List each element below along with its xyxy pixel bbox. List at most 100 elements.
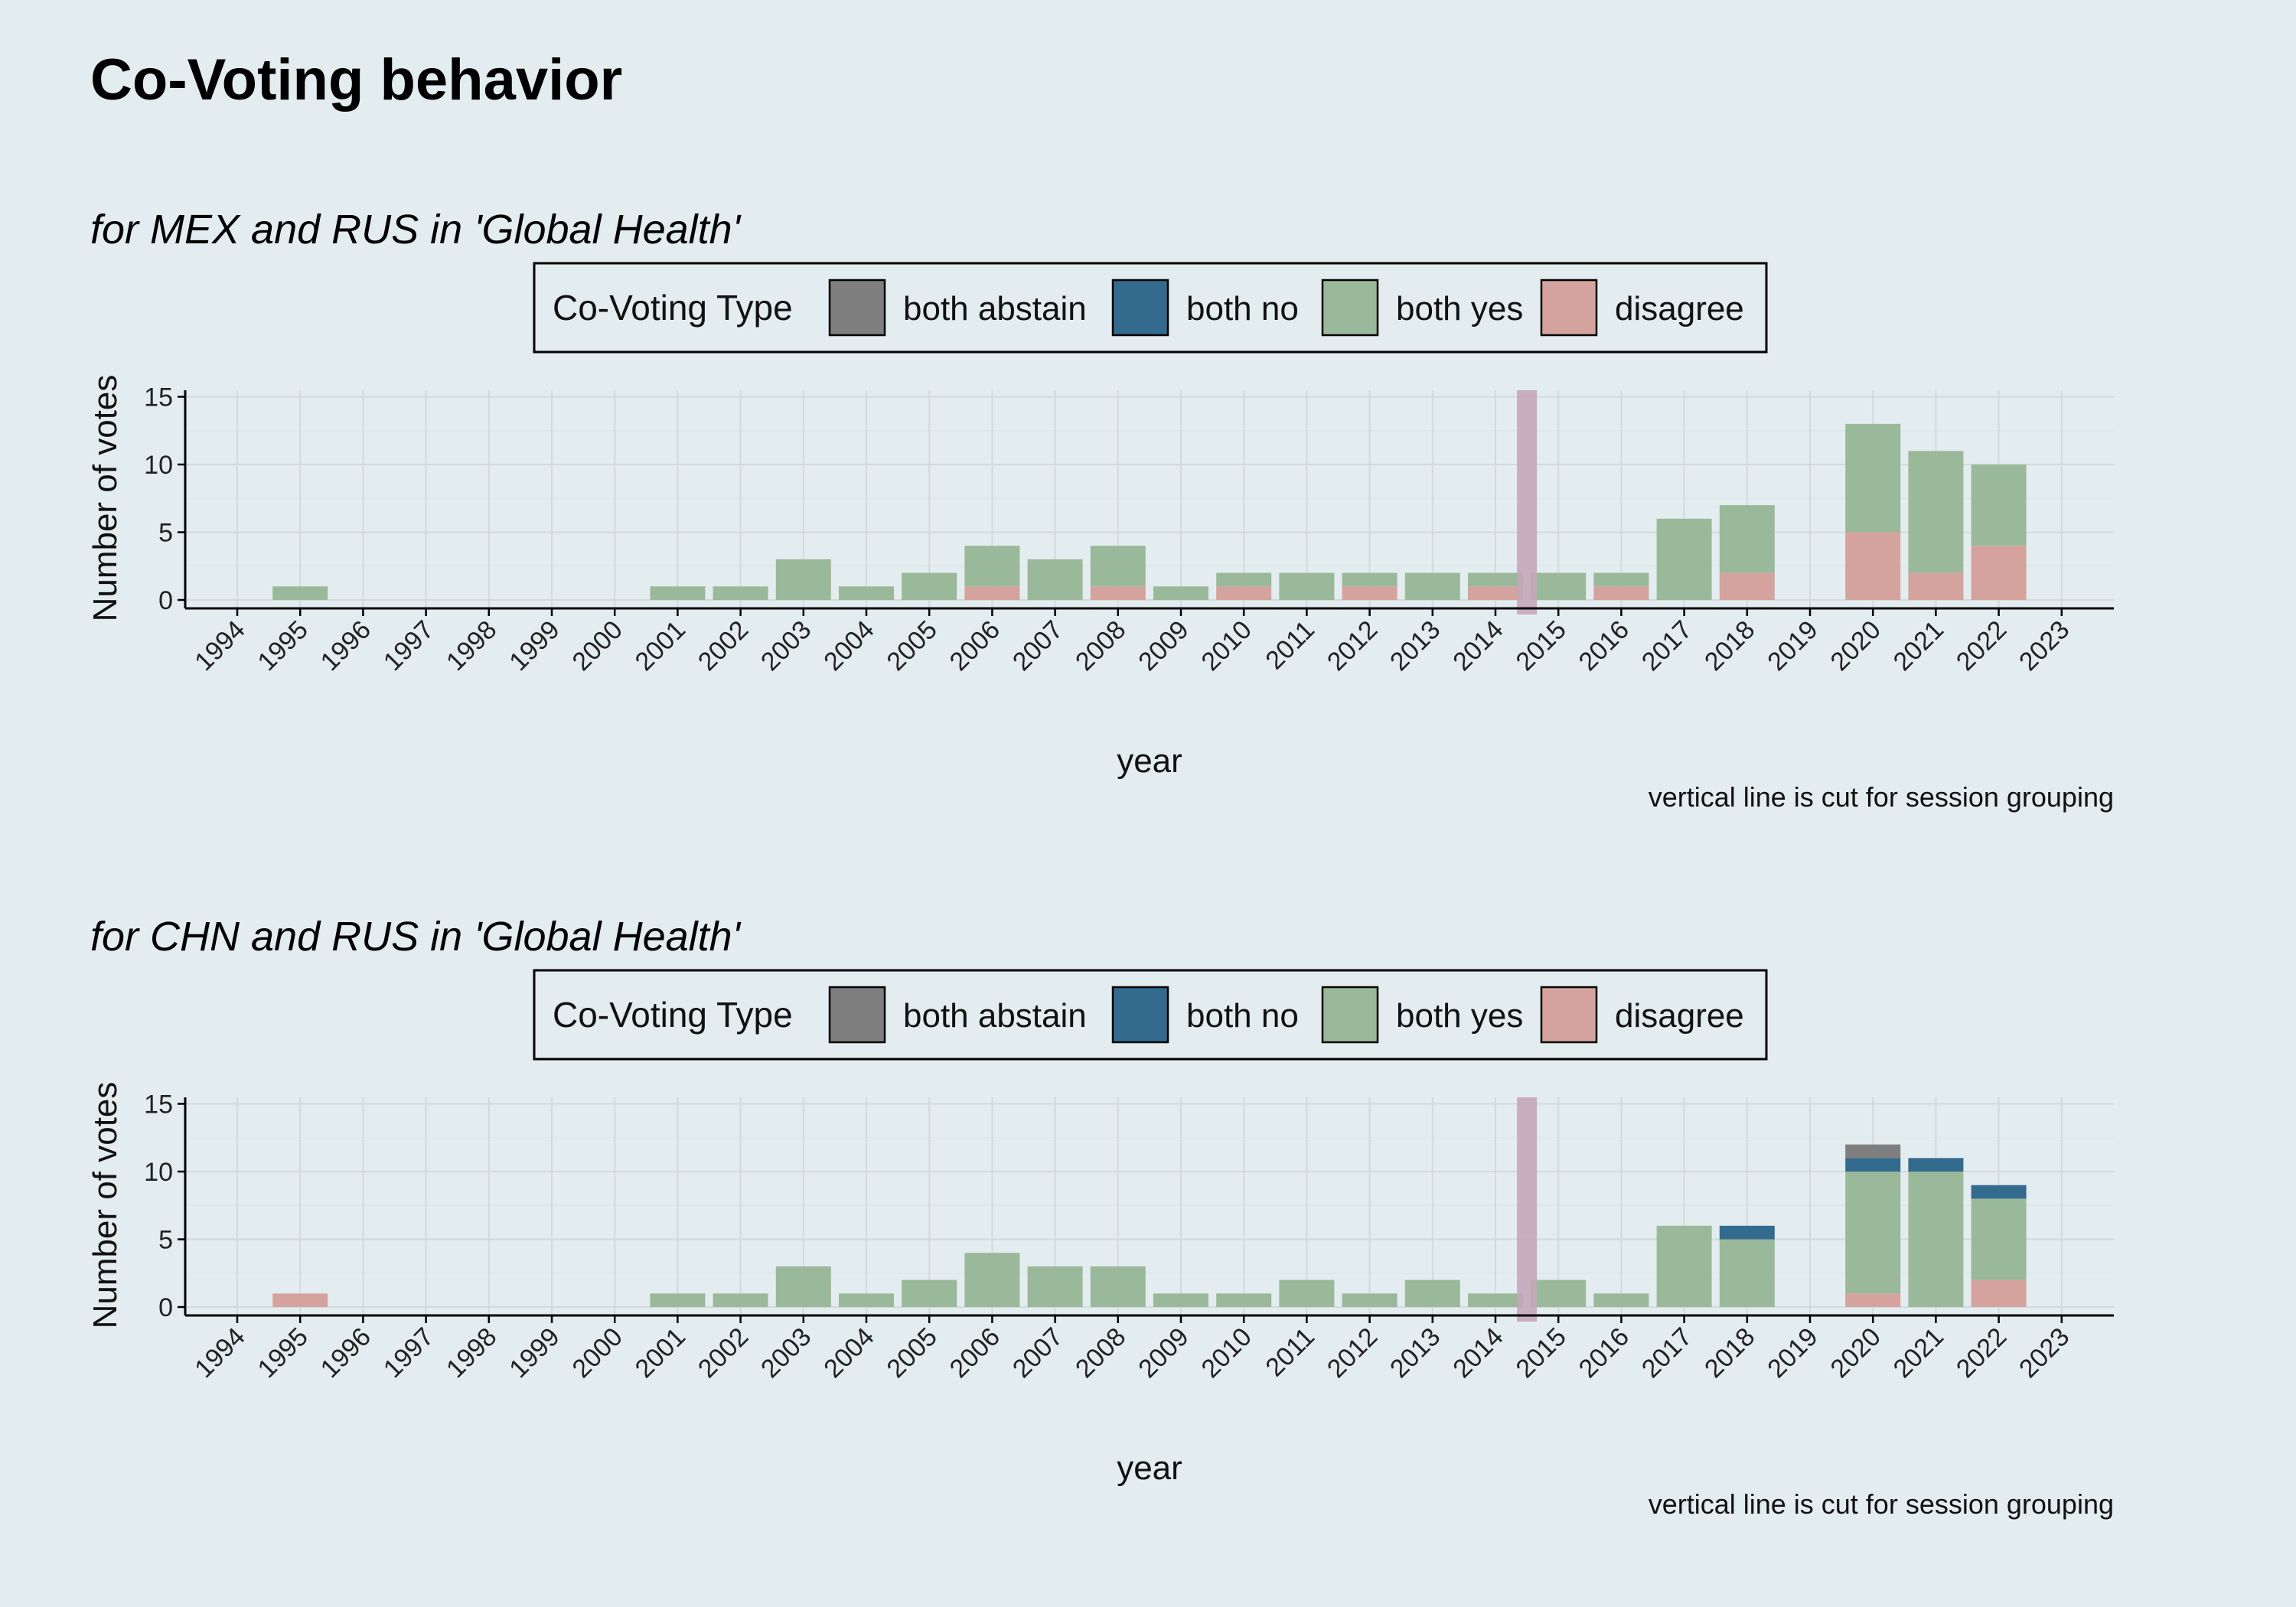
bar-disagree [1908,572,1964,600]
bar-both-yes [964,546,1020,587]
page-title: Co-Voting behavior [90,47,622,112]
legend-label: both abstain [903,997,1087,1035]
y-tick-label: 10 [144,1158,173,1187]
bar-both-yes [1845,423,1901,533]
legend-title: Co-Voting Type [553,288,793,328]
legend-label: disagree [1615,290,1744,328]
x-tick-label: 2022 [1951,615,2012,676]
bar-both-yes [1153,586,1208,600]
x-tick-label: 2021 [1888,615,1949,676]
gridlines [185,390,2114,608]
bar-both-yes [713,586,768,600]
bar-both-no [1845,1158,1901,1172]
bar-disagree [1971,1279,2027,1307]
bar-both-yes [1719,1239,1775,1307]
bar-both-yes [1090,1266,1146,1307]
legend-label: both no [1186,290,1299,328]
legend: Co-Voting Type both abstain both no both ye… [533,262,1768,354]
bar-both-yes [775,1266,831,1307]
bar-both-yes [1027,559,1083,600]
bar-both-yes [272,586,328,600]
x-tick-label: 2019 [1762,615,1823,676]
caption: vertical line is cut for session groupin… [1649,1488,2114,1520]
bar-both-yes [1593,572,1649,587]
legend-key-disagree [1540,986,1598,1044]
panel-subtitle: for CHN and RUS in 'Global Health' [90,914,742,960]
bar-disagree [1342,586,1397,600]
bar-both-yes [1531,572,1587,600]
bar-both-yes [1593,1293,1649,1307]
y-tick-label: 10 [144,451,173,480]
y-tick-label: 5 [158,1226,173,1255]
x-tick-label: 2022 [1951,1322,2012,1384]
bar-disagree [964,586,1020,600]
bar-both-yes [713,1293,768,1307]
y-tick-label: 0 [158,1293,173,1322]
x-tick-label: 2023 [2014,615,2075,676]
x-tick-label: 2005 [882,1322,943,1384]
bar-both-yes [1404,1279,1460,1307]
x-tick-label: 2020 [1825,1322,1887,1384]
legend-key-both-yes [1321,986,1379,1044]
y-tick-label: 15 [144,1090,173,1120]
x-tick-label: 2009 [1133,1322,1194,1384]
panel-subtitle: for MEX and RUS in 'Global Health' [90,207,742,253]
bar-both-yes [839,1293,894,1307]
x-tick-label: 1997 [378,615,439,676]
bar-disagree [1845,532,1901,600]
bar-both-yes [1153,1293,1208,1307]
legend-label: both no [1186,997,1299,1035]
session-cut-line [1517,1097,1538,1322]
x-tick-label: 2015 [1511,615,1572,676]
bar-disagree [1593,586,1649,600]
x-tick-label: 2002 [693,615,754,676]
bar-both-yes [1908,451,1964,573]
x-tick-label: 1999 [504,615,565,676]
x-tick-label: 2007 [1007,1322,1068,1384]
bar-both-yes [1468,572,1523,587]
x-tick-label: 1996 [315,615,377,676]
legend-key-both-abstain [828,986,886,1044]
bar-disagree [1468,586,1523,600]
legend-key-both-no [1111,279,1169,337]
x-tick-label: 2015 [1511,1322,1572,1384]
bar-disagree [1216,586,1272,600]
x-tick-label: 2002 [693,1322,754,1384]
legend-border [533,262,1768,354]
x-tick-label: 2023 [2014,1322,2075,1384]
x-tick-label: 2016 [1574,615,1635,676]
panel-2: for CHN and RUS in 'Global Health' Co-Vot… [86,914,2114,1520]
bar-both-abstain [1845,1144,1901,1159]
x-tick-label: 2004 [818,615,879,676]
bar-both-yes [775,559,831,600]
bar-both-yes [902,1279,957,1307]
bar-both-yes [1279,1279,1335,1307]
legend: Co-Voting Type both abstain both no both ye… [533,969,1768,1061]
x-tick-label: 1999 [504,1322,565,1384]
x-tick-label: 2021 [1888,1322,1949,1384]
y-axis-title: Number of votes [86,1082,124,1329]
bars [272,423,2027,600]
x-tick-label: 2011 [1260,1322,1320,1383]
x-tick-label: 2017 [1636,615,1698,676]
y-tick-label: 5 [158,519,173,548]
legend-label: both yes [1396,997,1523,1035]
bar-both-yes [1090,546,1146,587]
x-tick-label: 2003 [755,615,817,676]
x-tick-label: 2018 [1699,615,1760,676]
bar-disagree [1971,546,2027,600]
bar-both-no [1908,1158,1964,1172]
x-tick-label: 1994 [189,615,250,676]
x-tick-label: 1998 [441,1322,502,1384]
bar-disagree [1719,572,1775,600]
bar-both-yes [1216,572,1272,587]
x-tick-label: 2003 [755,1322,817,1384]
legend-title: Co-Voting Type [553,995,793,1035]
x-tick-label: 1998 [441,615,502,676]
x-tick-label: 2010 [1196,615,1257,676]
x-tick-label: 2009 [1133,615,1194,676]
x-tick-label: 2013 [1384,615,1446,676]
bar-both-no [1719,1225,1775,1240]
bar-disagree [1845,1293,1901,1307]
x-tick-label: 2008 [1070,1322,1131,1384]
